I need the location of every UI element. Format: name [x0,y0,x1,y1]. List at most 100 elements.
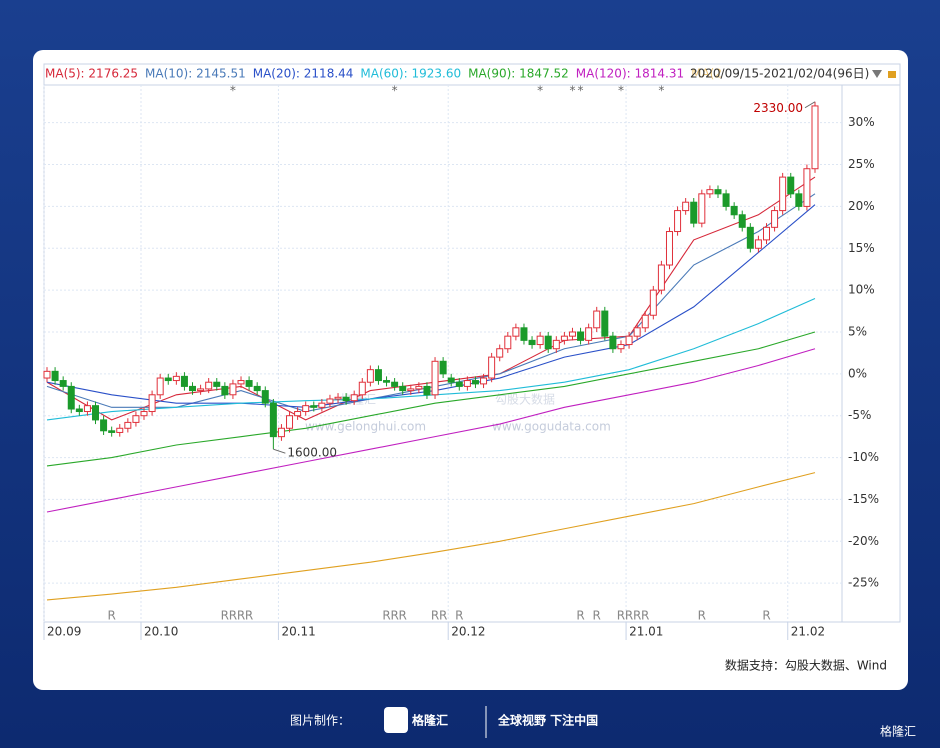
candle-body [560,335,568,341]
candle-body [415,385,423,390]
candle-body [625,335,633,346]
bottom-marker: R [382,609,390,623]
candle-body [762,226,770,241]
candle-body [536,335,544,346]
x-tick-label: 20.12 [451,625,485,639]
candle-body [504,335,512,350]
bottom-marker: R [245,609,253,623]
watermark-provider: 勾股大数据 [495,392,555,407]
candle-body [423,385,431,396]
candle-body [213,381,221,387]
ma-line [46,331,816,467]
candle-body [803,168,811,207]
candle-body [221,385,229,396]
y-tick-label: -20% [848,534,879,548]
candle-body [657,264,665,291]
bottom-marker: R [633,609,641,623]
candle-body [83,405,91,413]
bottom-marker: R [455,609,463,623]
candle-body [552,339,560,350]
candle-body [730,205,738,216]
y-tick-label: -10% [848,450,879,464]
legend-entry: MA(60): 1923.60 [360,67,461,81]
legend-entry: MA(5): 2176.25 [45,67,138,81]
candle-body [358,381,366,396]
bottom-marker: R [221,609,229,623]
top-marker: * [569,84,575,98]
candle-body [779,176,787,212]
y-tick-label: -25% [848,576,879,590]
candle-body [350,394,358,402]
candle-body [795,193,803,207]
candle-body [294,411,302,417]
candle-body [383,380,391,383]
slogan: 全球视野 下注中国 [497,713,598,728]
candle-body [43,370,51,379]
top-marker: * [230,84,236,98]
candle-body [245,380,253,387]
candle-body [528,339,536,346]
bottom-marker: R [625,609,633,623]
candle-body [617,344,625,350]
candle-body [811,105,819,170]
watermark-provider-url: www.gogudata.com [492,420,611,434]
candle-body [455,381,463,387]
legend-entry: MA(120): 1814.31 [576,67,684,81]
bottom-marker: R [229,609,237,623]
bottom-marker: R [641,609,649,623]
corner-brand: 格隆汇 [880,724,916,739]
plot-frame [43,63,901,623]
candle-body [682,201,690,212]
candle-body [67,385,75,410]
candle-body [674,210,682,233]
candle-body [447,377,455,383]
candle-body [172,375,180,382]
candle-body [197,388,205,392]
bottom-marker: R [762,609,770,623]
candle-body [302,405,310,413]
card [33,50,908,690]
candle-body [124,421,132,429]
dropdown-icon [872,70,882,78]
y-tick-label: 30% [848,115,875,129]
x-tick-label: 20.11 [281,625,315,639]
y-tick-label: 5% [848,324,867,338]
candle-body [318,402,326,408]
logo-box [384,707,408,733]
candle-body [577,331,585,341]
legend-entry: MA(20): 2118.44 [253,67,354,81]
candle-body [738,214,746,228]
source: 数据支持：勾股大数据、Wind [725,658,887,673]
y-tick-label: 0% [848,366,867,380]
candle-body [771,210,779,228]
high-label: 2330.00 [753,101,803,115]
y-tick-label: 20% [848,199,875,213]
candle-body [471,380,479,385]
bottom-marker: R [576,609,584,623]
candle-body [633,327,641,337]
y-tick-label: 15% [848,241,875,255]
bottom-marker: R [237,609,245,623]
candle-body [690,201,698,224]
made-by: 图片制作： [290,714,350,728]
legend-entry: MA(10): 2145.51 [145,67,246,81]
candle-body [261,390,269,404]
legend-entry: MA(90): 1847.52 [468,67,569,81]
top-marker: * [392,84,398,98]
candle-body [544,335,552,350]
candle-body [714,189,722,195]
candle-body [326,398,334,404]
candle-body [140,411,148,417]
candle-body [706,189,714,195]
candle-body [439,360,447,375]
candle-body [334,396,342,400]
candle-body [601,310,609,337]
candle-body [698,193,706,224]
ma-line [46,204,816,408]
lock-icon [888,71,896,78]
candle-body [59,380,67,387]
candle-body [108,430,116,433]
candle-body [366,369,374,383]
candle-body [480,377,488,385]
